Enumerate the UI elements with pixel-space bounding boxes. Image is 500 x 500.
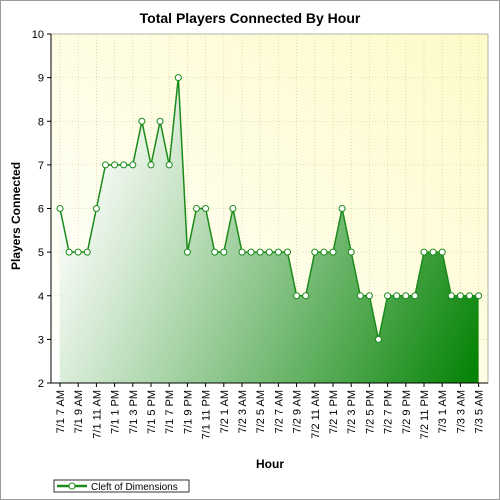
x-tick-label: 7/2 3 AM [237, 390, 249, 433]
data-point [293, 292, 301, 300]
data-point [402, 292, 410, 300]
data-point [284, 248, 291, 256]
data-point [165, 161, 173, 169]
data-point [429, 248, 437, 256]
data-point [138, 117, 146, 125]
data-point [302, 292, 310, 300]
x-tick-label: 7/3 3 AM [455, 390, 467, 433]
data-point [456, 292, 464, 300]
y-tick-label: 7 [38, 160, 44, 172]
data-point [220, 248, 228, 256]
data-point [229, 205, 237, 212]
data-point [83, 248, 91, 256]
data-point [420, 248, 428, 256]
data-point [265, 248, 273, 256]
x-tick-labels: 7/1 7 AM 7/1 9 AM 7/1 11 AM 7/1 1 PM 7/1 3 P… [55, 383, 486, 439]
data-point [92, 205, 100, 212]
data-point [466, 292, 473, 300]
y-tick-label: 8 [38, 116, 44, 128]
data-point [475, 292, 483, 300]
chart-title: Total Players Connected By Hour [140, 10, 361, 26]
data-point [274, 248, 282, 256]
y-tick-label: 9 [38, 73, 44, 85]
data-point [365, 292, 373, 300]
data-point [375, 335, 382, 343]
legend-box [53, 479, 190, 493]
data-point [256, 248, 264, 256]
y-tick-label: 10 [32, 29, 44, 41]
y-tick-label: 5 [38, 247, 44, 259]
x-tick-label: 7/1 1 PM [110, 390, 122, 434]
x-tick-label: 7/1 11 PM [201, 390, 213, 439]
data-point [120, 161, 128, 169]
data-point [247, 248, 255, 256]
data-point [238, 248, 246, 256]
x-tick-label: 7/3 5 AM [474, 390, 486, 433]
data-point [111, 161, 119, 169]
x-tick-label: 7/1 3 PM [128, 390, 140, 434]
data-point [193, 205, 200, 212]
data-point [393, 292, 401, 300]
data-point [411, 292, 419, 300]
data-point [447, 292, 455, 300]
x-tick-label: 7/2 11 PM [419, 390, 431, 439]
data-point [65, 248, 73, 256]
data-point [311, 248, 319, 256]
y-tick-label: 2 [38, 378, 44, 390]
y-tick-label: 6 [38, 204, 44, 216]
x-tick-label: 7/3 1 AM [437, 390, 449, 433]
data-point [320, 248, 328, 256]
y-axis-title: Players Connected [9, 162, 23, 270]
data-point [329, 248, 337, 256]
data-point [202, 205, 210, 212]
data-point [338, 205, 346, 212]
y-tick-label: 4 [38, 291, 44, 303]
x-tick-label: 7/2 3 PM [346, 390, 358, 434]
x-tick-label: 7/1 7 PM [164, 390, 176, 434]
x-tick-label: 7/1 9 AM [73, 390, 85, 433]
x-tick-label: 7/2 7 PM [383, 390, 395, 434]
data-point [183, 248, 191, 256]
data-point [384, 292, 392, 300]
data-point [74, 248, 82, 256]
data-point [356, 292, 364, 300]
series-points [56, 74, 483, 343]
x-tick-label: 7/1 7 AM [55, 390, 67, 433]
x-tick-label: 7/2 5 AM [255, 390, 267, 433]
legend-label: Cleft of Dimensions [91, 482, 178, 493]
data-point [56, 205, 64, 212]
x-tick-label: 7/1 11 AM [91, 390, 103, 439]
x-tick-label: 7/2 9 PM [401, 390, 413, 434]
x-tick-label: 7/2 7 AM [273, 390, 285, 433]
x-tick-label: 7/1 5 PM [146, 390, 158, 434]
data-point [174, 74, 182, 82]
legend-swatch-marker [68, 482, 76, 490]
x-tick-label: 7/2 1 PM [328, 390, 340, 434]
data-point [147, 161, 155, 169]
data-point [156, 117, 164, 125]
data-point [129, 161, 137, 169]
data-point [347, 248, 355, 256]
series-area [60, 77, 479, 383]
y-tick-label: 3 [38, 334, 44, 346]
x-tick-label: 7/2 9 AM [292, 390, 304, 433]
x-axis-title: Hour [256, 457, 284, 471]
x-tick-label: 7/2 11 AM [310, 390, 322, 439]
x-tick-label: 7/2 1 AM [219, 390, 231, 433]
x-tick-label: 7/1 9 PM [182, 390, 194, 434]
data-point [211, 248, 219, 256]
y-tick-labels: 2 3 4 5 6 7 8 9 10 [32, 29, 51, 390]
legend: Cleft of Dimensions [53, 479, 190, 493]
data-point [438, 248, 446, 256]
x-tick-label: 7/2 5 PM [364, 390, 376, 434]
data-point [102, 161, 109, 169]
